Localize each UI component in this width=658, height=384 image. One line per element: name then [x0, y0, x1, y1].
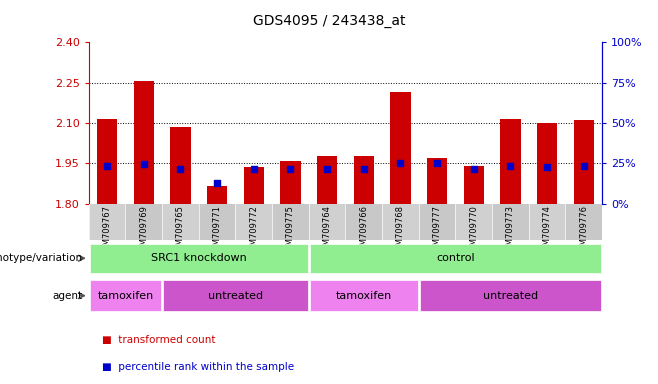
Bar [170, 127, 191, 204]
Text: tamoxifen: tamoxifen [97, 291, 153, 301]
Point [139, 161, 149, 167]
Point [578, 163, 589, 169]
Bar [236, 204, 272, 240]
Text: GSM709769: GSM709769 [139, 205, 148, 256]
Text: GSM709773: GSM709773 [506, 205, 515, 257]
Bar [390, 92, 411, 204]
Bar [126, 204, 162, 240]
Bar [317, 157, 337, 204]
Text: GSM709764: GSM709764 [322, 205, 332, 256]
Point [505, 163, 516, 169]
Bar [565, 204, 602, 240]
Bar [89, 204, 126, 240]
Bar [354, 157, 374, 204]
Text: SRC1 knockdown: SRC1 knockdown [151, 253, 247, 263]
Text: agent: agent [52, 291, 82, 301]
Text: untreated: untreated [483, 291, 538, 301]
Text: untreated: untreated [208, 291, 263, 301]
Bar [574, 120, 594, 204]
Point [395, 160, 406, 166]
Text: genotype/variation: genotype/variation [0, 253, 82, 263]
Text: ■  percentile rank within the sample: ■ percentile rank within the sample [102, 362, 294, 372]
Point [175, 166, 186, 172]
Bar [455, 204, 492, 240]
Point [322, 166, 332, 172]
Bar [420, 280, 601, 311]
Point [359, 166, 369, 172]
Bar [199, 204, 236, 240]
Text: GSM709765: GSM709765 [176, 205, 185, 256]
Bar [89, 280, 161, 311]
Point [542, 164, 552, 170]
Point [285, 166, 295, 172]
Bar [464, 166, 484, 204]
Bar [309, 204, 345, 240]
Text: tamoxifen: tamoxifen [336, 291, 392, 301]
Bar [529, 204, 565, 240]
Text: GSM709775: GSM709775 [286, 205, 295, 256]
Bar [537, 123, 557, 204]
Point [432, 160, 442, 166]
Bar [492, 204, 529, 240]
Bar [163, 280, 308, 311]
Bar [500, 119, 520, 204]
Point [212, 180, 222, 187]
Bar [243, 167, 264, 204]
Text: GSM709774: GSM709774 [543, 205, 551, 256]
Point [249, 166, 259, 172]
Text: GSM709771: GSM709771 [213, 205, 222, 256]
Point [468, 166, 479, 172]
Bar [345, 204, 382, 240]
Text: control: control [436, 253, 474, 263]
Bar [89, 243, 308, 273]
Bar [309, 243, 601, 273]
Bar [427, 158, 447, 204]
Bar [280, 161, 301, 204]
Point [102, 163, 113, 169]
Text: GSM709776: GSM709776 [579, 205, 588, 257]
Text: GSM709777: GSM709777 [432, 205, 442, 257]
Bar [134, 81, 154, 204]
Bar [97, 119, 117, 204]
Bar [309, 280, 418, 311]
Text: GSM709766: GSM709766 [359, 205, 368, 257]
Text: GDS4095 / 243438_at: GDS4095 / 243438_at [253, 14, 405, 28]
Text: ■  transformed count: ■ transformed count [102, 335, 215, 345]
Text: GSM709768: GSM709768 [396, 205, 405, 257]
Bar [162, 204, 199, 240]
Text: GSM709767: GSM709767 [103, 205, 112, 257]
Bar [272, 204, 309, 240]
Bar [418, 204, 455, 240]
Bar [207, 186, 227, 204]
Bar [382, 204, 418, 240]
Text: GSM709770: GSM709770 [469, 205, 478, 256]
Text: GSM709772: GSM709772 [249, 205, 259, 256]
